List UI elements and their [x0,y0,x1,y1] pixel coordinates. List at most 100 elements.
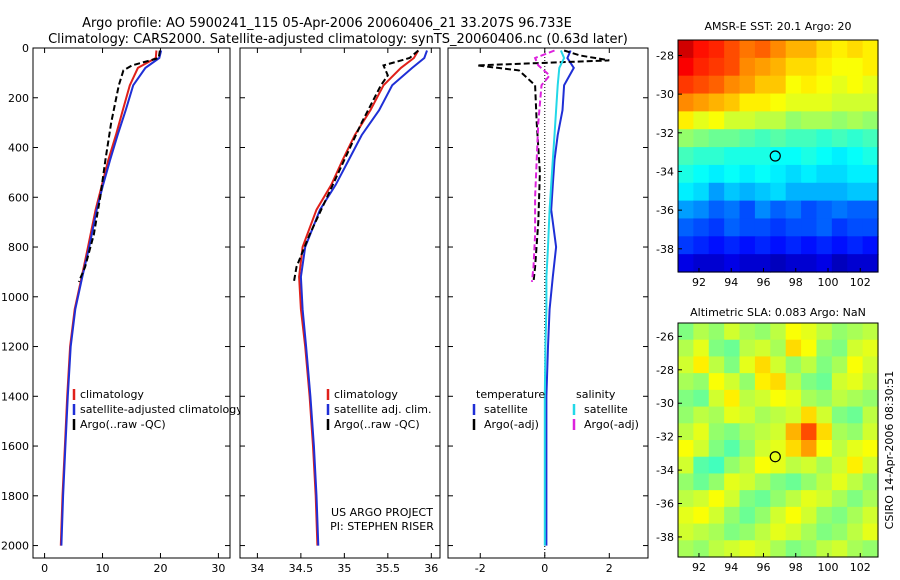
heatmap-cell [785,473,802,491]
x-tick-label: 92 [692,276,706,289]
heatmap-cell [816,456,833,475]
header-line-2: Climatology: CARS2000. Satellite-adjuste… [48,32,628,47]
heatmap-cell [724,236,741,255]
heatmap-cell [693,93,710,112]
x-tick-label: 94 [724,561,738,574]
heatmap-cell [708,406,725,424]
x-tick-label: 96 [756,561,770,574]
heatmap-cell [770,323,787,341]
heatmap-cell [862,57,879,77]
heatmap-cell [708,254,725,273]
heatmap-cell [816,93,833,112]
heatmap-cell [678,356,694,374]
series-line-satellite [299,50,428,546]
legend-label: satellite adj. clim. [334,403,431,416]
series-line-satellite-diff-salinity [543,50,566,546]
legend-label: climatology [334,388,398,401]
x-axis-label: temperature [97,578,166,580]
heatmap-cell [678,254,694,273]
x-tick-label: 34 [250,562,264,575]
heatmap-cell [678,490,694,508]
heatmap-cell [739,182,756,202]
heatmap-cell [693,236,710,255]
heatmap-cell [739,129,756,148]
heatmap-cell [754,406,771,424]
heatmap-cell [708,75,725,95]
heatmap-cell [862,323,879,341]
heatmap-cell [708,389,725,408]
heatmap-cell [801,218,818,237]
heatmap-cell [678,236,694,255]
heatmap-cell [739,200,756,220]
heatmap-cell [831,93,848,112]
y-tick-label: -34 [656,165,674,178]
legend-title: temperature [476,388,545,401]
heatmap-cell [801,540,818,558]
series-line-satellite [60,50,163,546]
y-tick-label: -32 [656,431,674,444]
heatmap-cell [754,182,771,202]
heatmap-cell [862,111,879,130]
heatmap-cell [816,147,833,166]
heatmap-cell [785,164,802,184]
heatmap-cell [739,356,756,374]
heatmap-cell [770,373,787,391]
heatmap-cell [785,440,802,458]
heatmap-cell [724,356,741,374]
heatmap-cell [754,490,771,508]
heatmap-cell [862,440,879,458]
y-tick-label: 200 [8,92,29,105]
heatmap-cell [816,182,833,202]
heatmap-cell [847,111,864,130]
heatmap-cell [754,129,771,148]
heatmap-cell [708,93,725,112]
map-frame [677,39,879,273]
heatmap-cell [862,373,879,391]
heatmap-cell [816,506,833,525]
heatmap-cell [708,373,725,391]
series-line-argo-diff-salinity [530,49,555,283]
heatmap-cell [678,182,694,202]
map-title: AMSR-E SST: 20.1 Argo: 20 [704,20,851,33]
heatmap-cell [862,490,879,508]
heatmap-cell [693,129,710,148]
heatmap-cell [816,523,833,541]
x-tick-label: 94 [724,276,738,289]
heatmap-cell [739,389,756,408]
heatmap-cell [862,523,879,541]
heatmap-cell [847,254,864,273]
heatmap-cell [678,423,694,441]
heatmap-cell [785,339,802,358]
heatmap-cell [801,406,818,424]
heatmap-cell [724,111,741,130]
y-tick-label: 800 [8,241,29,254]
heatmap-cell [708,111,725,130]
heatmap-cell [831,75,848,95]
heatmap-cell [739,164,756,184]
heatmap-cell [770,339,787,358]
heatmap-cell [847,389,864,408]
heatmap-cell [847,456,864,475]
heatmap-cell [847,506,864,525]
salinity-panel: 34 34.5 35 35.5 36 salinity climatology satelli… [239,47,441,580]
heatmap-cell [678,323,694,341]
heatmap-cell [754,218,771,237]
heatmap-cell [801,254,818,273]
heatmap-cell [693,356,710,374]
heatmap-cell [708,356,725,374]
legend-label: Argo(-adj) [484,418,539,431]
heatmap-cell [816,111,833,130]
heatmap-cell [831,218,848,237]
heatmap-cell [724,147,741,166]
x-tick-label: 35 [337,562,351,575]
heatmap-cell [785,373,802,391]
heatmap-cell [770,218,787,237]
heatmap-cell [831,236,848,255]
heatmap-cell [831,182,848,202]
x-tick-label: -2 [475,562,486,575]
x-tick-label: 2 [606,562,613,575]
heatmap-cell [785,236,802,255]
heatmap-cell [739,93,756,112]
x-tick-label: 30 [211,562,225,575]
x-tick-label: 100 [818,276,839,289]
